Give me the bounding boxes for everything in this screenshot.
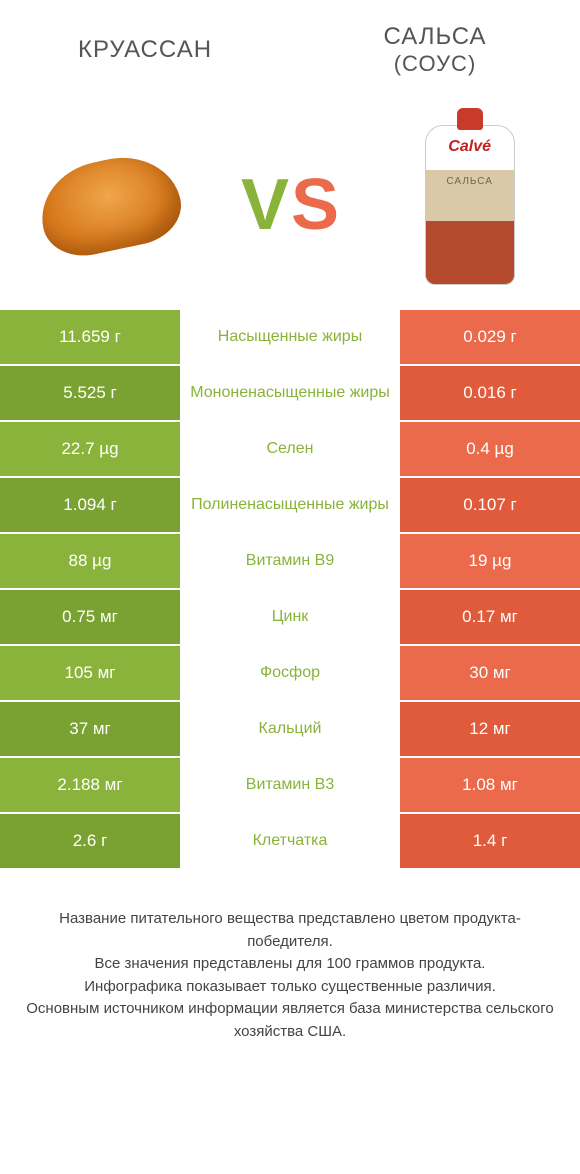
left-value: 11.659 г [0,310,180,366]
table-row: 0.75 мгЦинк0.17 мг [0,590,580,646]
table-row: 11.659 гНасыщенные жиры0.029 г [0,310,580,366]
right-title-main: Сальса [383,23,486,50]
right-value: 12 мг [400,702,580,758]
nutrient-label: Клетчатка [180,814,400,870]
table-row: 22.7 µgСелен0.4 µg [0,422,580,478]
table-row: 2.6 гКлетчатка1.4 г [0,814,580,870]
right-product-image: Calvé САЛЬСА [380,115,560,295]
table-row: 88 µgВитамин B919 µg [0,534,580,590]
right-value: 0.4 µg [400,422,580,478]
right-value: 19 µg [400,534,580,590]
salsa-brand-text: Calvé [426,138,514,156]
vs-s: S [291,164,339,246]
nutrient-label: Витамин B9 [180,534,400,590]
footer-line: Название питательного вещества представл… [24,908,556,953]
right-value: 1.08 мг [400,758,580,814]
header: Круассан Сальса (соус) [0,0,580,100]
left-value: 5.525 г [0,366,180,422]
salsa-pack-icon: Calvé САЛЬСА [425,125,515,285]
nutrient-label: Насыщенные жиры [180,310,400,366]
comparison-visual: V S Calvé САЛЬСА [0,100,580,310]
nutrient-label: Фосфор [180,646,400,702]
footer-line: Инфографика показывает только существенн… [24,976,556,999]
left-product-title: Круассан [0,36,290,64]
right-value: 0.107 г [400,478,580,534]
right-value: 0.17 мг [400,590,580,646]
left-value: 88 µg [0,534,180,590]
croissant-icon [32,146,188,263]
nutrient-label: Мононенасыщенные жиры [180,366,400,422]
table-row: 37 мгКальций12 мг [0,702,580,758]
left-value: 22.7 µg [0,422,180,478]
right-value: 1.4 г [400,814,580,870]
right-value: 0.029 г [400,310,580,366]
left-value: 37 мг [0,702,180,758]
left-value: 2.6 г [0,814,180,870]
left-value: 105 мг [0,646,180,702]
right-product-title: Сальса (соус) [290,23,580,77]
right-value: 30 мг [400,646,580,702]
table-row: 1.094 гПолиненасыщенные жиры0.107 г [0,478,580,534]
table-row: 5.525 гМононенасыщенные жиры0.016 г [0,366,580,422]
vs-v: V [241,164,289,246]
nutrient-label: Кальций [180,702,400,758]
nutrient-label: Селен [180,422,400,478]
table-row: 105 мгФосфор30 мг [0,646,580,702]
comparison-table: 11.659 гНасыщенные жиры0.029 г5.525 гМон… [0,310,580,870]
footer-notes: Название питательного вещества представл… [0,870,580,1043]
table-row: 2.188 мгВитамин B31.08 мг [0,758,580,814]
nutrient-label: Цинк [180,590,400,646]
left-product-image [20,115,200,295]
left-value: 1.094 г [0,478,180,534]
nutrient-label: Витамин B3 [180,758,400,814]
right-title-sub: (соус) [300,51,570,77]
nutrient-label: Полиненасыщенные жиры [180,478,400,534]
left-value: 0.75 мг [0,590,180,646]
right-value: 0.016 г [400,366,580,422]
salsa-label-text: САЛЬСА [426,176,514,187]
vs-label: V S [241,164,339,246]
footer-line: Основным источником информации является … [24,998,556,1043]
footer-line: Все значения представлены для 100 граммо… [24,953,556,976]
left-value: 2.188 мг [0,758,180,814]
